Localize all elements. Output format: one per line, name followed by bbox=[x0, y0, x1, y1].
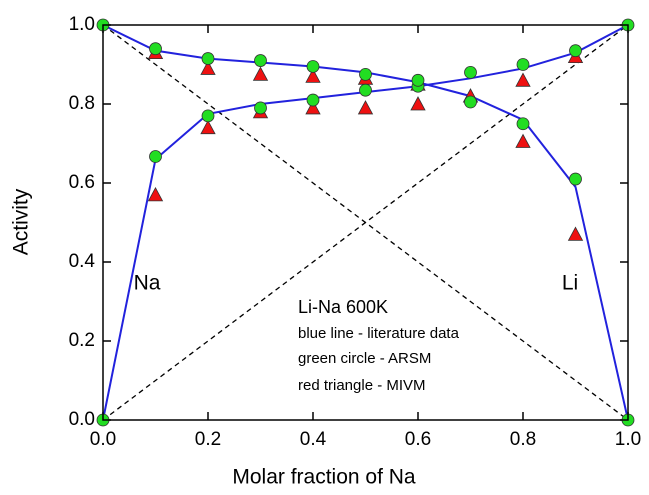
x-axis-label: Molar fraction of Na bbox=[232, 466, 416, 489]
triangle-marker bbox=[305, 100, 321, 115]
y-tick-label: 0.8 bbox=[69, 93, 95, 114]
circle-marker bbox=[201, 109, 215, 123]
circle-marker bbox=[201, 52, 215, 65]
triangle-marker bbox=[200, 119, 216, 135]
plot-frame bbox=[102, 24, 629, 421]
circle-marker bbox=[516, 58, 530, 71]
annotation: blue line - literature data bbox=[298, 325, 460, 342]
circle-marker bbox=[149, 42, 162, 56]
x-tick-label: 1.0 bbox=[615, 429, 641, 450]
circle-marker bbox=[149, 150, 162, 163]
triangle-marker bbox=[200, 60, 216, 75]
circle-marker bbox=[516, 117, 530, 131]
x-tick-label: 0.2 bbox=[195, 429, 221, 450]
triangle-marker bbox=[567, 226, 584, 241]
triangle-marker bbox=[515, 133, 531, 148]
circle-marker bbox=[411, 73, 425, 87]
circle-marker bbox=[254, 54, 267, 67]
triangle-marker bbox=[357, 100, 374, 115]
circle-marker bbox=[306, 60, 320, 73]
triangle-marker bbox=[410, 96, 426, 111]
circle-marker bbox=[359, 67, 372, 81]
y-tick-label: 0.4 bbox=[69, 251, 96, 272]
triangle-marker bbox=[252, 66, 269, 81]
x-tick-label: 0.6 bbox=[405, 429, 431, 450]
x-tick-label: 0.4 bbox=[300, 429, 327, 450]
circle-marker bbox=[569, 172, 582, 186]
circle-marker bbox=[306, 93, 320, 107]
triangle-marker bbox=[515, 72, 531, 87]
annotation: green circle - ARSM bbox=[298, 350, 431, 367]
x-tick-label: 0.0 bbox=[90, 429, 116, 450]
x-tick-label: 0.8 bbox=[510, 429, 536, 450]
y-axis-label: Activity bbox=[10, 188, 33, 255]
annotation: Li-Na 600K bbox=[298, 297, 388, 317]
circle-marker bbox=[254, 101, 267, 115]
y-tick-label: 0.0 bbox=[69, 409, 95, 430]
annotation: red triangle - MIVM bbox=[298, 377, 426, 394]
circle-marker bbox=[569, 44, 582, 58]
y-tick-label: 1.0 bbox=[69, 14, 95, 35]
triangle-marker bbox=[305, 68, 321, 83]
annotation: Li bbox=[562, 272, 578, 295]
annotation: Na bbox=[134, 272, 161, 295]
y-tick-label: 0.2 bbox=[69, 330, 95, 351]
circle-marker bbox=[464, 66, 477, 79]
circle-marker bbox=[359, 83, 372, 97]
reference-line bbox=[102, 24, 629, 421]
triangle-marker bbox=[147, 187, 164, 202]
y-tick-label: 0.6 bbox=[69, 172, 95, 193]
circle-marker bbox=[464, 95, 477, 109]
